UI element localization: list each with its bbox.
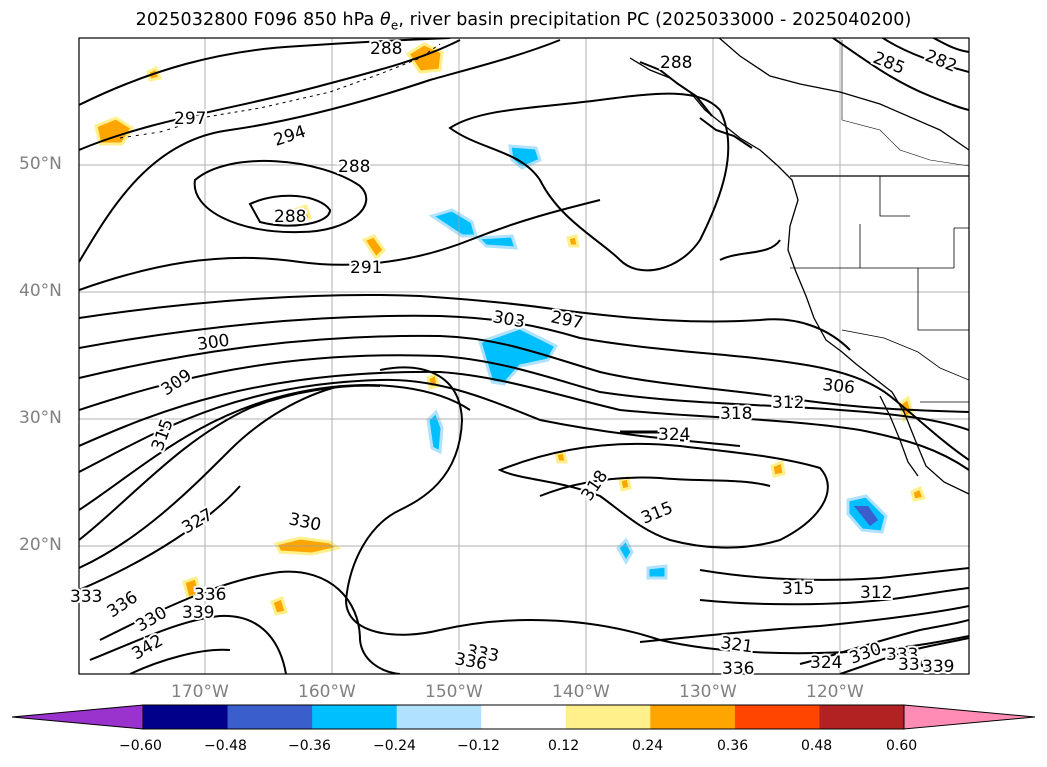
contour-label: 312	[772, 393, 804, 413]
contour-label: 306	[821, 375, 855, 398]
chart-title: 2025032800 F096 850 hPa θe, river basin …	[0, 10, 1047, 33]
shade-neg-4	[426, 409, 444, 455]
colorbar-under-arrow	[11, 704, 144, 730]
contour-label: 333	[886, 645, 918, 665]
colorbar	[11, 704, 1036, 730]
shade-pos-12	[618, 476, 632, 492]
colorbar-bin	[565, 705, 651, 729]
lat-label-20n: 20°N	[19, 535, 62, 555]
colorbar-bin	[227, 705, 313, 729]
lon-label-170w: 170°W	[171, 682, 229, 702]
contour-label: 288	[660, 53, 692, 73]
shade-pos-5	[361, 234, 386, 261]
contour-label: 288	[274, 207, 306, 227]
shade-neg-central	[478, 326, 559, 386]
colorbar-tick: −0.24	[373, 738, 416, 754]
colorbar-tick: −0.12	[457, 738, 500, 754]
precip-pc-shading	[94, 42, 927, 616]
graticule	[79, 38, 969, 674]
shade-neg-6	[646, 564, 668, 580]
contour-label: 336	[194, 585, 226, 605]
contour-label: 297	[174, 109, 206, 129]
shade-pos-11	[554, 450, 568, 464]
colorbar-bin	[734, 705, 820, 729]
contour-label: 339	[182, 603, 214, 623]
contour-label: 312	[860, 583, 892, 603]
colorbar-tick: 0.12	[548, 738, 580, 754]
contour-label: 324	[810, 653, 842, 673]
colorbar-bin	[819, 705, 905, 729]
title-rest: , river basin precipitation PC (20250330…	[398, 10, 912, 30]
shade-pos-8	[910, 485, 927, 502]
contour-label: 339	[922, 657, 954, 677]
contour-label: 333	[70, 587, 102, 607]
lon-label-130w: 130°W	[679, 682, 737, 702]
theta-subscript: e	[390, 18, 399, 33]
colorbar-bin	[481, 705, 567, 729]
plot-frame	[78, 37, 970, 675]
contour-label: 291	[350, 258, 382, 278]
lon-label-160w: 160°W	[298, 682, 356, 702]
colorbar-tick: 0.24	[632, 738, 664, 754]
lon-label-140w: 140°W	[552, 682, 610, 702]
colorbar-over-arrow	[903, 704, 1036, 730]
contour-label: 336	[722, 659, 754, 679]
colorbar-bin	[650, 705, 736, 729]
shade-pos-14	[566, 234, 580, 248]
colorbar-bin	[143, 705, 229, 729]
contour-label: 288	[338, 157, 370, 177]
contour-label: 336	[898, 655, 930, 675]
shade-pos-4	[292, 204, 312, 224]
colorbar-bin	[312, 705, 398, 729]
shade-neg-7-core	[854, 506, 878, 526]
contour-label: 318	[720, 404, 752, 424]
colorbar-tick: 0.36	[717, 738, 749, 754]
lat-label-50n: 50°N	[19, 154, 62, 174]
contour-label: 288	[370, 39, 402, 59]
shade-pos-15	[270, 595, 288, 616]
colorbar-tick: 0.60	[886, 738, 918, 754]
contour-label: 315	[782, 579, 814, 599]
colorbar-tick: −0.48	[204, 738, 247, 754]
lat-label-40n: 40°N	[19, 281, 62, 301]
contour-label: 300	[196, 331, 231, 355]
lon-label-150w: 150°W	[425, 682, 483, 702]
colorbar-tick: 0.48	[801, 738, 833, 754]
colorbar-frame	[142, 704, 905, 730]
lat-label-30n: 30°N	[19, 408, 62, 428]
lon-label-120w: 120°W	[806, 682, 864, 702]
shade-neg-1	[428, 208, 478, 238]
shade-neg-2	[474, 234, 519, 250]
theta-e-contours	[79, 38, 969, 674]
colorbar-tick: −0.60	[119, 738, 162, 754]
colorbar-tick: −0.36	[288, 738, 331, 754]
colorbar-bin	[396, 705, 482, 729]
shade-pos-13	[770, 459, 786, 478]
contour-label: 324	[658, 425, 690, 445]
title-main: 2025032800 F096 850 hPa	[135, 10, 381, 30]
theta-symbol: θ	[380, 10, 391, 30]
